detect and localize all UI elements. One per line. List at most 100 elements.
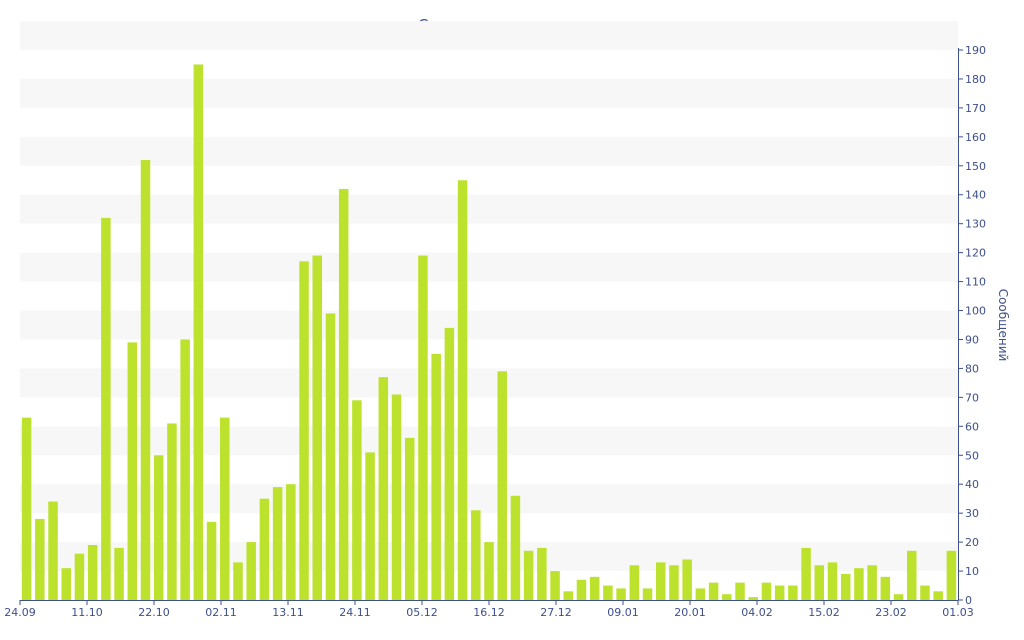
y-tick-label: 180 <box>965 73 986 86</box>
bar <box>893 594 904 600</box>
bar <box>153 455 164 600</box>
bar <box>827 562 838 600</box>
bar <box>603 585 613 600</box>
y-tick-label: 100 <box>965 305 986 318</box>
y-tick-label: 170 <box>965 102 986 115</box>
bar <box>404 437 415 600</box>
grid-band <box>20 310 958 340</box>
bar <box>338 188 349 600</box>
bar <box>523 550 534 600</box>
x-tick-label: 13.11 <box>272 606 304 619</box>
bar <box>180 339 190 600</box>
bar <box>457 180 468 600</box>
bar <box>220 417 230 600</box>
x-tick-label: 05.12 <box>406 606 438 619</box>
grid-band <box>20 78 958 108</box>
bar <box>484 542 494 600</box>
bar <box>246 542 256 600</box>
bar <box>682 559 692 600</box>
bar <box>365 452 375 600</box>
x-tick-label: 04.02 <box>741 606 773 619</box>
bar <box>418 255 428 601</box>
bar <box>48 501 58 600</box>
bar <box>840 573 851 600</box>
bar <box>206 521 217 600</box>
bar <box>735 582 745 600</box>
x-tick-label: 23.02 <box>875 606 907 619</box>
bar <box>312 255 323 601</box>
bar <box>101 217 111 601</box>
bar <box>431 353 441 600</box>
x-tick-label: 24.11 <box>339 606 371 619</box>
x-tick-label: 20.01 <box>674 606 706 619</box>
x-tick-label: 27.12 <box>540 606 572 619</box>
y-tick-label: 0 <box>965 594 972 607</box>
bar <box>801 547 811 600</box>
x-axis: 24.09 11.10 22.10 02.11 13.11 24.11 05.12 16.12… <box>4 600 974 619</box>
y-tick-label: 90 <box>965 333 979 346</box>
x-tick-label: 22.10 <box>138 606 170 619</box>
y-tick-label: 190 <box>965 44 986 57</box>
bar <box>352 400 362 600</box>
bars <box>21 64 957 601</box>
bar <box>87 545 98 600</box>
bar <box>920 585 930 600</box>
x-tick-label: 15.02 <box>808 606 840 619</box>
bar <box>946 550 957 600</box>
bar <box>35 518 45 600</box>
grid-band <box>20 194 958 224</box>
y-tick-label: 80 <box>965 362 979 375</box>
grid-band <box>20 21 958 50</box>
bar <box>748 597 758 600</box>
bar <box>589 576 600 600</box>
grid-band <box>20 368 958 398</box>
y-tick-label: 160 <box>965 131 986 144</box>
y-tick-label: 140 <box>965 189 986 202</box>
y-tick-label: 20 <box>965 536 979 549</box>
bar <box>61 568 71 600</box>
bar <box>708 582 719 600</box>
y-tick-label: 10 <box>965 565 979 578</box>
bar <box>272 487 283 600</box>
bar <box>510 495 521 600</box>
bar <box>444 327 455 600</box>
y-tick-label: 70 <box>965 391 979 404</box>
bar <box>722 594 732 600</box>
bar <box>259 498 270 600</box>
x-tick-label: 02.11 <box>205 606 237 619</box>
bar <box>497 371 507 600</box>
bar <box>761 582 772 600</box>
bar <box>695 588 706 600</box>
grid-band <box>20 252 958 282</box>
y-tick-label: 130 <box>965 218 986 231</box>
bar <box>391 394 402 600</box>
bar <box>378 377 389 600</box>
bar <box>286 484 296 600</box>
bar <box>140 160 151 600</box>
y-tick-label: 110 <box>965 276 986 289</box>
y-tick-label: 150 <box>965 160 986 173</box>
bar <box>788 585 798 600</box>
bar <box>21 417 32 600</box>
x-tick-label: 01.03 <box>942 606 974 619</box>
y-tick-label: 40 <box>965 478 979 491</box>
grid-band <box>20 136 958 166</box>
bar <box>325 313 336 600</box>
bar <box>550 571 560 600</box>
x-tick-label: 24.09 <box>4 606 36 619</box>
bar <box>576 579 587 600</box>
bar <box>880 576 891 600</box>
bar <box>563 591 574 600</box>
bar <box>774 585 785 600</box>
bar <box>669 565 679 600</box>
bar <box>814 565 825 600</box>
bar <box>74 553 85 600</box>
x-tick-label: 09.01 <box>607 606 639 619</box>
bar <box>471 510 481 600</box>
y-tick-label: 50 <box>965 449 979 462</box>
bar <box>933 591 943 600</box>
y-axis-label: Сообщений <box>996 288 1010 362</box>
bar <box>642 588 653 600</box>
bar <box>907 550 917 600</box>
